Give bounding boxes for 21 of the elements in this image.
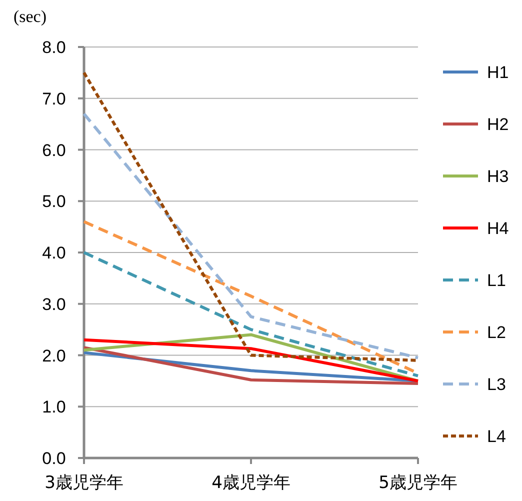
- y-tick-label: 8.0: [42, 38, 66, 57]
- x-tick-label: 5歳児学年: [378, 473, 458, 493]
- y-tick-label: 3.0: [42, 294, 66, 314]
- y-tick-label: 4.0: [42, 244, 66, 262]
- legend-label: H2: [487, 115, 509, 134]
- legend-label: L3: [487, 375, 506, 394]
- x-tick-label: 3歳児学年: [44, 473, 124, 493]
- legend-label: H1: [487, 63, 509, 82]
- legend-label: H3: [487, 167, 509, 186]
- x-tick-label: 4歳児学年: [212, 473, 290, 493]
- legend-label: H4: [487, 219, 509, 238]
- y-tick-label: 6.0: [42, 140, 66, 160]
- legend-label: L4: [487, 427, 506, 446]
- y-tick-label: 0.0: [42, 449, 66, 468]
- y-axis-title: (sec): [13, 7, 47, 26]
- y-tick-label: 2.0: [42, 346, 66, 366]
- legend-label: L2: [487, 323, 506, 342]
- y-tick-label: 7.0: [42, 89, 66, 108]
- y-tick-label: 1.0: [42, 398, 66, 417]
- y-tick-label: 5.0: [42, 192, 66, 212]
- legend-label: L1: [487, 271, 506, 290]
